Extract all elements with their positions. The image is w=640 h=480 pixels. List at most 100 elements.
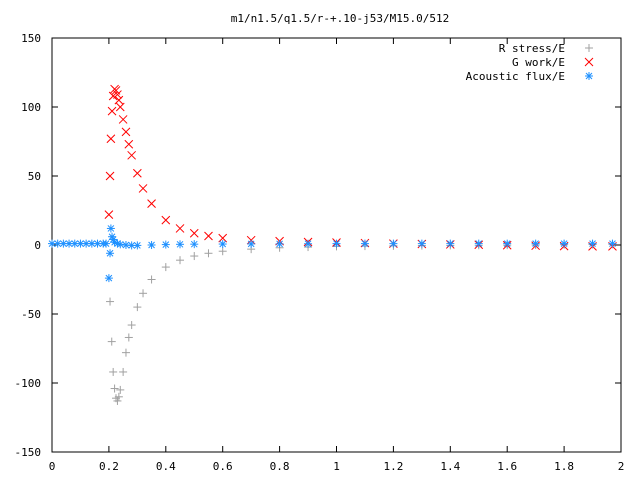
data-point [113,90,122,99]
data-point [218,247,227,256]
data-point [474,239,483,248]
data-point [204,231,213,241]
legend-label: G work/E [512,56,565,69]
data-point [417,239,426,248]
data-point [304,239,313,248]
x-tick-label: 1.8 [554,460,574,473]
data-point [218,240,227,249]
axis-ticks [51,37,622,453]
data-point [138,184,148,193]
data-point [503,239,512,248]
y-tick-label: 50 [28,170,41,183]
data-point [332,239,341,248]
data-point [105,171,115,181]
data-point [127,321,136,330]
data-point [176,240,185,249]
data-point [70,239,79,248]
data-point [275,239,284,248]
data-point [113,396,122,405]
data-point [139,289,148,298]
data-point [116,240,125,249]
y-tick-label: -100 [15,377,42,390]
data-point [102,239,111,248]
data-point [109,367,118,376]
data-point [124,139,134,149]
data-point [147,241,156,249]
legend-entry: R stress/E [499,42,593,55]
tick-labels: 0 0.2 0.4 0.6 0.8 1 1.2 1.4 1.6 1.8 2 150 100 50 0 -50 -… [15,32,625,473]
data-point [121,127,131,137]
data-point [121,348,130,357]
data-point [161,240,170,249]
data-point [106,224,115,233]
series-2-points [48,224,617,283]
data-point [147,275,156,284]
data-point [189,228,199,238]
data-point [175,224,185,233]
x-tick-label: 1 [333,460,340,473]
chart-title: m1/n1.5/q1.5/r-+.10-j53/M15.0/512 [231,12,450,25]
data-point [608,239,617,248]
x-tick-label: 0.4 [156,460,176,473]
data-point [161,263,170,272]
data-point [446,239,455,248]
legend-label: R stress/E [499,42,565,55]
x-tick-label: 2 [618,460,625,473]
data-point [106,249,115,258]
data-point [531,239,540,248]
x-tick-label: 1.2 [383,460,403,473]
data-point [127,150,137,160]
data-point [104,274,113,283]
legend-entry: G work/E [512,56,594,69]
data-point [133,303,142,312]
data-point [147,199,156,208]
data-point [106,134,116,144]
data-point [132,168,142,178]
x-tick-label: 0.8 [270,460,290,473]
data-point [119,367,128,376]
data-point [588,239,597,248]
x-tick-label: 1.6 [497,460,517,473]
legend-marker [585,72,593,80]
data-point [114,95,124,105]
data-point [247,239,256,248]
legend-marker [584,57,594,67]
data-point [161,215,171,225]
series-1-points [104,84,617,251]
data-point [133,241,142,250]
data-point [106,297,115,306]
y-tick-label: 0 [34,239,41,252]
x-tick-label: 0.6 [213,460,233,473]
data-point [104,210,114,219]
data-point [107,106,117,116]
x-tick-label: 0 [49,460,56,473]
series-0-points [106,240,617,405]
data-point [114,392,123,401]
data-point [116,385,125,394]
y-tick-label: -150 [15,446,42,459]
y-tick-label: 100 [21,101,41,114]
data-marks [48,84,617,405]
data-point [107,337,116,346]
legend-label: Acoustic flux/E [466,70,565,83]
data-point [190,240,199,249]
y-tick-label: 150 [21,32,41,45]
data-point [124,333,133,342]
data-point [127,241,136,250]
data-point [190,252,199,261]
data-point [110,384,119,393]
x-tick-label: 1.4 [440,460,460,473]
data-point [360,239,369,248]
data-point [176,256,185,265]
data-point [560,239,569,248]
data-point [118,115,128,124]
x-tick-label: 0.2 [99,460,119,473]
legend-marker [585,44,593,52]
data-point [204,249,213,258]
data-point [115,102,125,112]
y-tick-label: -50 [21,308,41,321]
data-point [389,239,398,248]
legend-entry: Acoustic flux/E [466,70,593,83]
